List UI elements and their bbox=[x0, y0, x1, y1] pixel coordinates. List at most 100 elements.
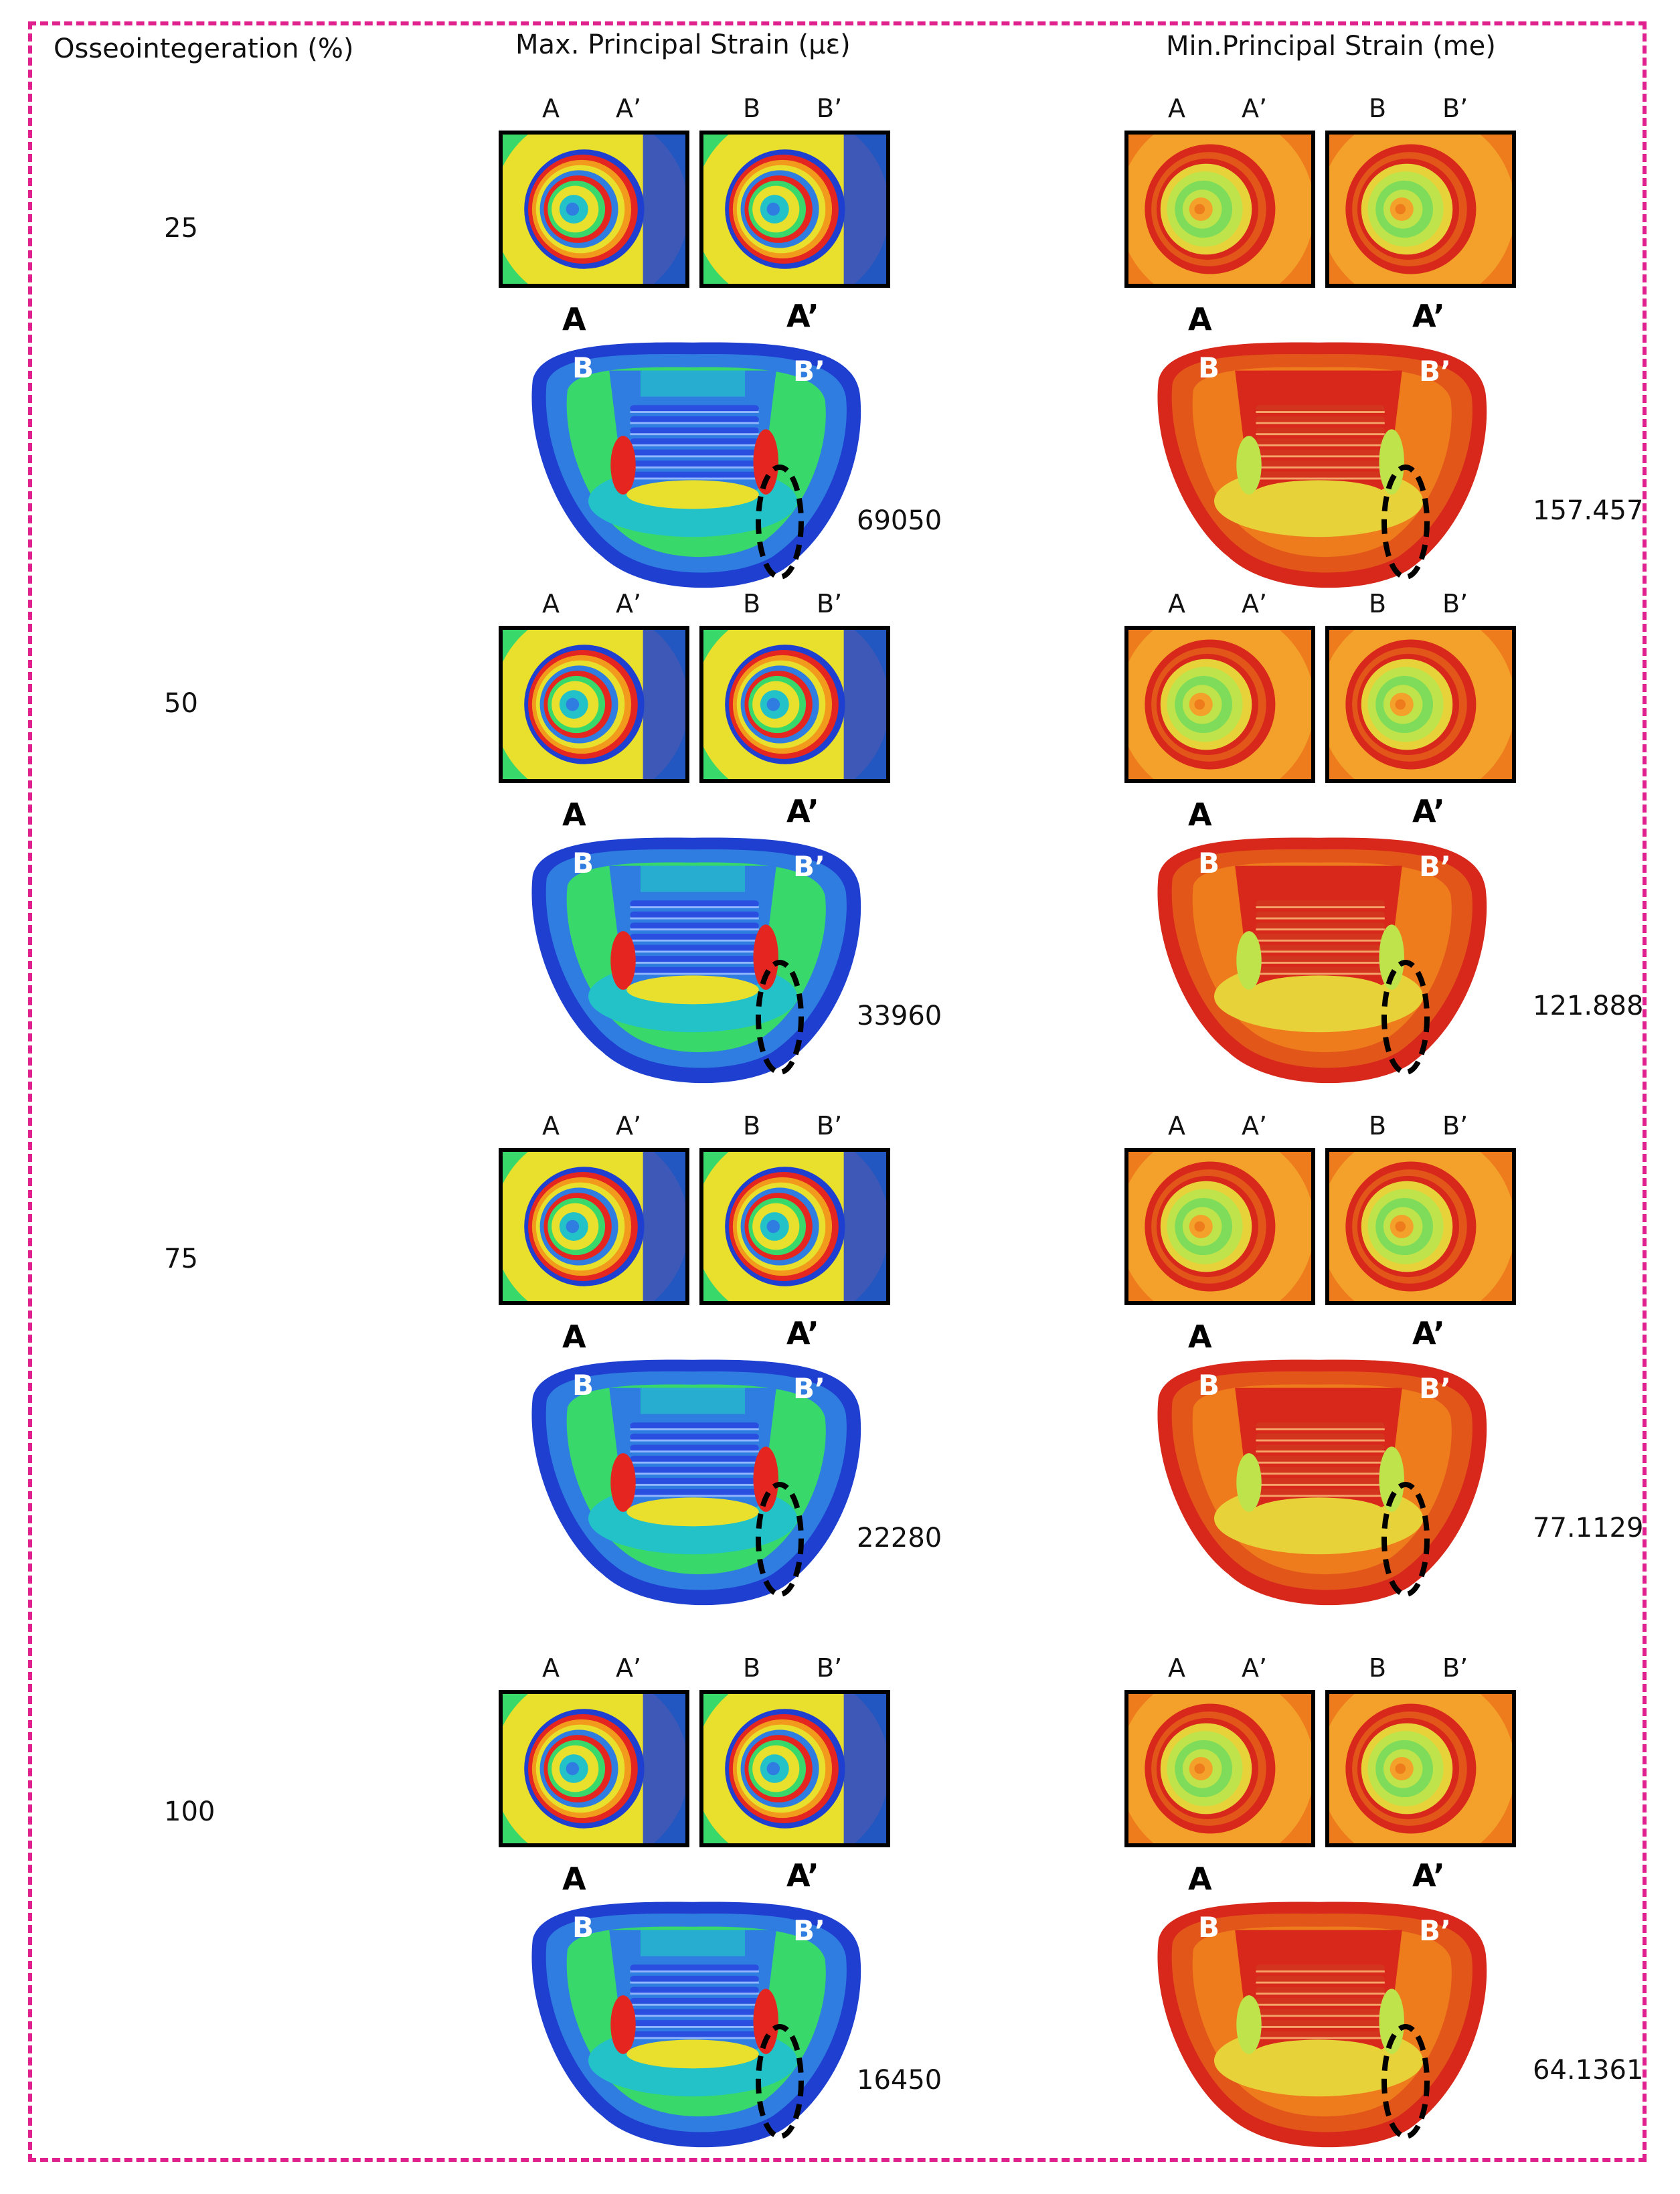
min-strain-value-1: 157.457 bbox=[1533, 495, 1644, 526]
max-strain-thumbnail-bb-1 bbox=[699, 131, 890, 288]
max-highlight-ellipse-2 bbox=[756, 960, 804, 1075]
max-section-label-b-1: B bbox=[572, 351, 594, 384]
max-thumb-label-right-3: A’ bbox=[616, 1111, 642, 1141]
max-thumb-label-right-4: B’ bbox=[817, 1653, 843, 1683]
header-min-principal-strain: Min.Principal Strain (me) bbox=[1166, 31, 1496, 62]
max-strain-value-4: 16450 bbox=[857, 2065, 942, 2096]
min-thumbnail-map-bb-1 bbox=[1329, 135, 1512, 284]
max-section-label-b-prime-2: B’ bbox=[793, 850, 825, 883]
max-thumbnail-map-aa-4 bbox=[503, 1694, 685, 1843]
min-thumbnail-map-aa-3 bbox=[1128, 1152, 1311, 1301]
min-thumbnail-map-bb-2 bbox=[1329, 630, 1512, 779]
max-section-label-b-prime-3: B’ bbox=[793, 1372, 825, 1405]
max-thumbnail-map-bb-3 bbox=[703, 1152, 886, 1301]
max-section-label-b-3: B bbox=[572, 1369, 594, 1402]
min-section-label-a-1: A bbox=[1188, 301, 1212, 337]
max-section-label-b-2: B bbox=[572, 847, 594, 879]
min-section-label-b-prime-1: B’ bbox=[1419, 355, 1451, 388]
max-strain-thumbnail-aa-3 bbox=[499, 1148, 689, 1305]
min-thumb-label-left-4: B bbox=[1369, 1653, 1387, 1683]
max-strain-thumbnail-bb-4 bbox=[699, 1690, 890, 1847]
osseointegration-75: 75 bbox=[164, 1244, 198, 1274]
min-thumb-label-right-4: A’ bbox=[1242, 1653, 1268, 1683]
min-thumb-label-left-3: B bbox=[1369, 1111, 1387, 1141]
min-strain-thumbnail-bb-2 bbox=[1325, 626, 1516, 783]
min-strain-thumbnail-aa-1 bbox=[1124, 131, 1315, 288]
min-thumb-label-right-2: B’ bbox=[1442, 589, 1468, 618]
max-thumb-label-left-3: B bbox=[743, 1111, 761, 1141]
min-thumb-label-left-2: B bbox=[1369, 589, 1387, 618]
max-highlight-ellipse-3 bbox=[756, 1482, 804, 1597]
min-section-label-b-prime-3: B’ bbox=[1419, 1372, 1451, 1405]
min-thumb-label-left-2: A bbox=[1168, 589, 1185, 618]
max-thumb-label-right-2: A’ bbox=[616, 589, 642, 618]
min-highlight-ellipse-2 bbox=[1381, 960, 1430, 1075]
figure-frame bbox=[28, 21, 1647, 2162]
max-strain-thumbnail-bb-3 bbox=[699, 1148, 890, 1305]
max-thumb-label-left-2: B bbox=[743, 589, 761, 618]
max-section-label-b-prime-1: B’ bbox=[793, 355, 825, 388]
min-strain-section-2 bbox=[1145, 830, 1493, 1091]
min-thumbnail-map-bb-4 bbox=[1329, 1694, 1512, 1843]
min-strain-thumbnail-bb-4 bbox=[1325, 1690, 1516, 1847]
min-thumbnail-map-aa-2 bbox=[1128, 630, 1311, 779]
min-strain-section-3 bbox=[1145, 1352, 1493, 1613]
max-section-label-a-prime-1: A’ bbox=[786, 298, 819, 334]
min-section-label-a-2: A bbox=[1188, 796, 1212, 833]
max-section-map-2 bbox=[531, 837, 861, 1084]
min-section-map-2 bbox=[1157, 837, 1487, 1084]
min-strain-thumbnail-aa-2 bbox=[1124, 626, 1315, 783]
min-thumb-label-right-2: A’ bbox=[1242, 589, 1268, 618]
max-strain-thumbnail-aa-4 bbox=[499, 1690, 689, 1847]
min-thumb-label-right-4: B’ bbox=[1442, 1653, 1468, 1683]
max-strain-section-2 bbox=[519, 830, 867, 1091]
max-strain-value-3: 22280 bbox=[857, 1523, 942, 1553]
max-section-label-a-1: A bbox=[562, 301, 586, 337]
min-strain-value-3: 77.1129 bbox=[1533, 1513, 1644, 1543]
max-thumbnail-map-bb-2 bbox=[703, 630, 886, 779]
min-highlight-ellipse-1 bbox=[1381, 465, 1430, 580]
max-thumb-label-left-2: A bbox=[542, 589, 560, 618]
max-strain-thumbnail-aa-1 bbox=[499, 131, 689, 288]
min-thumb-label-left-1: B bbox=[1369, 94, 1387, 123]
max-strain-value-1: 69050 bbox=[857, 505, 942, 536]
min-thumb-label-left-3: A bbox=[1168, 1111, 1185, 1141]
min-section-label-a-prime-2: A’ bbox=[1412, 793, 1445, 829]
min-section-label-a-prime-4: A’ bbox=[1412, 1857, 1445, 1893]
min-thumb-label-right-1: B’ bbox=[1442, 94, 1468, 123]
max-strain-thumbnail-aa-2 bbox=[499, 626, 689, 783]
max-thumbnail-map-aa-1 bbox=[503, 135, 685, 284]
min-highlight-ellipse-3 bbox=[1381, 1482, 1430, 1597]
min-section-label-b-prime-2: B’ bbox=[1419, 850, 1451, 883]
min-section-label-b-2: B bbox=[1198, 847, 1220, 879]
osseointegration-100: 100 bbox=[164, 1796, 216, 1827]
max-section-label-a-prime-4: A’ bbox=[786, 1857, 819, 1893]
min-strain-thumbnail-aa-4 bbox=[1124, 1690, 1315, 1847]
min-section-label-a-prime-3: A’ bbox=[1412, 1315, 1445, 1351]
max-strain-value-2: 33960 bbox=[857, 1001, 942, 1031]
max-section-label-a-4: A bbox=[562, 1861, 586, 1897]
max-thumbnail-map-bb-4 bbox=[703, 1694, 886, 1843]
min-strain-thumbnail-bb-1 bbox=[1325, 131, 1516, 288]
max-highlight-ellipse-4 bbox=[756, 2024, 804, 2139]
max-thumb-label-right-2: B’ bbox=[817, 589, 843, 618]
min-strain-value-2: 121.888 bbox=[1533, 991, 1644, 1021]
header-osseointegration: Osseointegeration (%) bbox=[54, 33, 354, 64]
max-strain-section-3 bbox=[519, 1352, 867, 1613]
min-thumb-label-right-3: B’ bbox=[1442, 1111, 1468, 1141]
min-section-label-a-3: A bbox=[1188, 1319, 1212, 1355]
max-strain-thumbnail-bb-2 bbox=[699, 626, 890, 783]
min-section-label-b-3: B bbox=[1198, 1369, 1220, 1402]
max-thumb-label-left-4: A bbox=[542, 1653, 560, 1683]
min-highlight-ellipse-4 bbox=[1381, 2024, 1430, 2139]
max-section-label-b-4: B bbox=[572, 1911, 594, 1944]
max-thumb-label-right-1: B’ bbox=[817, 94, 843, 123]
min-strain-value-4: 64.1361 bbox=[1533, 2055, 1644, 2086]
max-thumbnail-map-bb-1 bbox=[703, 135, 886, 284]
min-thumb-label-left-4: A bbox=[1168, 1653, 1185, 1683]
min-thumb-label-right-1: A’ bbox=[1242, 94, 1268, 123]
osseointegration-25: 25 bbox=[164, 213, 198, 244]
osseointegration-50: 50 bbox=[164, 688, 198, 719]
max-thumb-label-left-3: A bbox=[542, 1111, 560, 1141]
max-section-label-a-2: A bbox=[562, 796, 586, 833]
